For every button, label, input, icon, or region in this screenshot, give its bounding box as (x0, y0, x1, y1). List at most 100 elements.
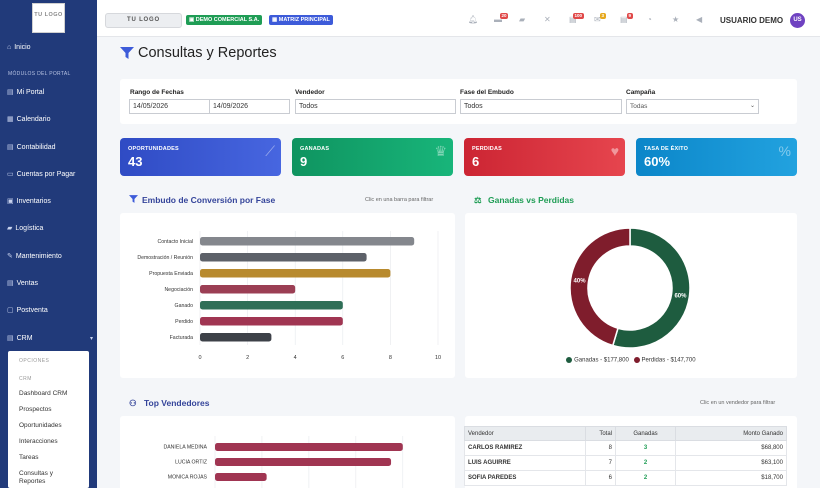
cell-amount: $68,800 (675, 440, 787, 456)
campaign-label: Campaña (626, 89, 656, 96)
kpi-value: 43 (128, 154, 143, 169)
megaphone-icon[interactable]: ◀ (696, 15, 703, 24)
funnel-bar[interactable] (200, 317, 343, 326)
x-tick-label: 6 (341, 355, 344, 361)
clock-icon[interactable]: ◔ (647, 15, 652, 24)
pie-slice[interactable] (611, 227, 691, 349)
mail-icon[interactable]: ✉ (594, 15, 601, 24)
trophy-icon: ♛ (434, 143, 447, 159)
sidebar-item-mantenimiento[interactable]: ✎ Mantenimiento (7, 252, 62, 261)
date-from-input[interactable]: 14/05/2026 (129, 99, 210, 114)
submenu-item-tareas[interactable]: Tareas (19, 454, 39, 461)
sidebar-item-label: Calendario (16, 115, 51, 123)
document-icon[interactable]: ▤ (620, 15, 628, 24)
y-tick-label: Ganado (175, 303, 194, 309)
calendar-icon: ▦ (7, 116, 14, 123)
chevron-down-icon[interactable]: ▾ (90, 336, 94, 342)
campaign-select[interactable]: Todas ⌄ (626, 99, 759, 114)
sidebar-item-postventa[interactable]: ▢ Postventa (7, 306, 48, 315)
legend-ganadas[interactable]: Ganadas - $177,800 (574, 357, 629, 364)
funnel-bar[interactable] (200, 285, 296, 294)
seller-bar[interactable] (215, 458, 392, 466)
col-header[interactable]: Total (585, 426, 616, 441)
crm-submenu: OPCIONES CRM Dashboard CRM Prospectos Op… (8, 351, 89, 488)
username[interactable]: USUARIO DEMO (720, 16, 784, 25)
sidebar-item-label: Postventa (16, 306, 48, 314)
ledger-icon: ▤ (7, 144, 14, 151)
avatar[interactable]: US (790, 13, 805, 28)
submenu-item-interacciones[interactable]: Interacciones (19, 438, 58, 445)
cell-seller: CARLOS RAMIREZ (464, 440, 586, 456)
sidebar-item-calendario[interactable]: ▦ Calendario (7, 115, 51, 124)
cart-icon[interactable]: ▤ (569, 15, 577, 24)
seller-bar[interactable] (215, 473, 267, 481)
kpi-perdidas: PERDIDAS 6 ♥ (464, 138, 625, 176)
sidebar-item-label: Mantenimiento (15, 252, 62, 260)
sidebar-item-ventas[interactable]: ▤ Ventas (7, 279, 38, 288)
x-tick-label: 4 (294, 355, 297, 361)
bell-icon[interactable]: 🔔︎ (468, 15, 479, 24)
sidebar-item-label: Contabilidad (16, 143, 56, 151)
col-header[interactable]: Vendedor (464, 426, 586, 441)
company-badge[interactable]: ▣ DEMO COMERCIAL S.A. (186, 15, 263, 25)
sidebar-item-label: Inicio (14, 44, 31, 51)
sidebar-item-crm[interactable]: ▤ CRM (7, 334, 33, 343)
tools-icon[interactable]: ✕ (544, 15, 551, 24)
date-to-input[interactable]: 14/09/2026 (209, 99, 290, 114)
sidebar-item-mi-portal[interactable]: ▤ Mi Portal (7, 88, 44, 97)
truck-icon: ▰ (7, 225, 13, 232)
table-row[interactable]: LUIS AGUIRRE 7 2 $63,100 (464, 455, 787, 471)
kpi-ganadas: GANADAS 9 ♛ (292, 138, 453, 176)
users-icon: ▤ (7, 335, 14, 342)
stage-input[interactable]: Todos (460, 99, 622, 114)
submenu-item-prospectos[interactable]: Prospectos (19, 406, 52, 413)
y-tick-label: MONICA ROJAS (168, 475, 208, 481)
submenu-item-dashboard-crm[interactable]: Dashboard CRM (19, 390, 68, 397)
sidebar-item-inicio[interactable]: ⌂ Inicio (7, 44, 31, 51)
submenu-item-consultas-reportes[interactable]: Consultas y Reportes (19, 470, 53, 485)
sidebar-item-logistica[interactable]: ▰ Logística (7, 224, 43, 233)
pie-legend: Ganadas - $177,800 Perdidas - $147,700 (465, 357, 797, 364)
funnel-bar[interactable] (200, 253, 367, 262)
pie-slice[interactable] (569, 227, 631, 347)
sidebar-item-label: CRM (16, 334, 33, 342)
table-row[interactable]: CARLOS RAMIREZ 8 3 $68,800 (464, 440, 787, 456)
funnel-bar[interactable] (200, 333, 272, 342)
date-range-label: Rango de Fechas (130, 89, 184, 96)
sidebar-logo: TU LOGO (32, 3, 65, 33)
sidebar-item-cuentas[interactable]: ▭ Cuentas por Pagar (7, 170, 75, 179)
cell-seller: SOFIA PAREDES (464, 470, 586, 486)
cart-icon: ▤ (7, 280, 14, 287)
table-row[interactable]: SOFIA PAREDES 6 2 $18,700 (464, 470, 787, 486)
star-icon[interactable]: ★ (672, 15, 680, 24)
truck-icon[interactable]: ▰ (519, 15, 526, 24)
funnel-bar[interactable] (200, 269, 391, 278)
funnel-bar[interactable] (200, 237, 415, 246)
sidebar-item-contabilidad[interactable]: ▤ Contabilidad (7, 143, 56, 152)
cell-seller: LUIS AGUIRRE (464, 455, 586, 471)
money-icon[interactable]: ▬ (494, 15, 502, 24)
funnel-chart[interactable]: 0 2 4 6 8 10 Contacto Inicial Demostración / Re… (120, 213, 455, 378)
submenu-item-oportunidades[interactable]: Oportunidades (19, 422, 62, 429)
legend-perdidas[interactable]: Perdidas - $147,700 (641, 357, 696, 364)
submenu-header: CRM (19, 376, 32, 382)
funnel-title: Embudo de Conversión por Fase (142, 195, 276, 205)
chat-icon: ▢ (7, 307, 14, 314)
sellers-table: Vendedor Total Ganadas Monto Ganado CARL… (464, 426, 787, 486)
seller-bar[interactable] (215, 443, 403, 451)
sidebar-item-inventarios[interactable]: ▣ Inventarios (7, 197, 51, 206)
pie-chart[interactable]: 60% 40% (465, 213, 797, 378)
col-header[interactable]: Ganadas (615, 426, 676, 441)
cell-total: 7 (585, 455, 616, 471)
home-icon: ⌂ (7, 44, 12, 51)
col-header[interactable]: Monto Ganado (675, 426, 787, 441)
x-tick-label: 0 (198, 355, 201, 361)
kpi-tasa-exito: TASA DE ÉXITO 60% % (636, 138, 797, 176)
cell-total: 6 (585, 470, 616, 486)
wrench-icon: ✎ (7, 253, 13, 260)
branch-badge[interactable]: ▦ MATRIZ PRINCIPAL (269, 15, 333, 25)
wallet-icon: ▭ (7, 171, 14, 178)
funnel-bar[interactable] (200, 301, 343, 310)
seller-input[interactable]: Todos (295, 99, 456, 114)
